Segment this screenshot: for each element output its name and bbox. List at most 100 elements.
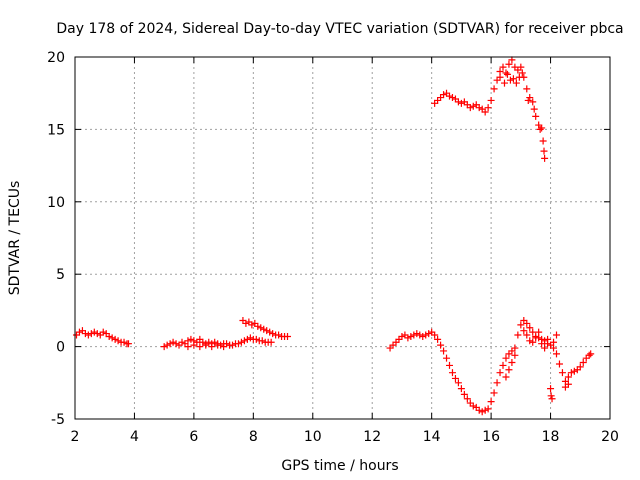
plot-frame [74,56,611,420]
data-point [437,341,445,349]
data-point [506,76,514,84]
data-point [469,102,477,110]
data-point [404,334,412,342]
x-tick-label: 14 [423,429,441,445]
data-point [512,79,520,87]
data-point [536,125,544,133]
data-point [266,328,274,336]
data-point [226,341,234,349]
data-point [538,124,546,132]
data-point [523,85,531,93]
data-point [166,340,174,348]
data-point [567,369,575,377]
data-point [178,338,186,346]
data-point [511,351,519,359]
data-point [517,63,525,71]
data-point [508,56,516,64]
data-point [523,319,531,327]
data-point [454,379,462,387]
data-point [487,96,495,104]
y-tick-label: -5 [51,412,65,428]
data-point [496,73,504,81]
x-tick-label: 18 [542,429,560,445]
x-tick-label: 10 [304,429,322,445]
data-point [457,99,465,107]
y-tick-label: 15 [47,122,65,138]
data-point [163,341,171,349]
data-point [172,340,180,348]
data-point [487,398,495,406]
data-point [434,335,442,343]
data-point [502,373,510,381]
data-point [419,332,427,340]
y-tick-label: 5 [56,267,65,283]
data-point [541,154,549,162]
x-tick-label: 2 [71,429,80,445]
data-point [410,331,418,339]
data-point [242,319,250,327]
data-point [269,330,277,338]
data-point [208,343,216,351]
data-point [422,331,430,339]
data-point [526,337,534,345]
data-point [530,105,538,113]
data-point [463,395,471,403]
data-point [451,374,459,382]
chart-title: Day 178 of 2024, Sidereal Day-to-day VTE… [56,21,623,37]
data-point [190,341,198,349]
y-tick-label: 10 [47,195,65,211]
data-point [257,324,265,332]
data-point [493,379,501,387]
data-point [475,104,483,112]
data-point [523,331,531,339]
data-point [81,330,89,338]
x-tick-label: 6 [189,429,198,445]
data-point [503,70,511,78]
data-point [585,351,593,359]
data-point [481,108,489,116]
data-point [440,91,448,99]
data-point [540,147,548,155]
data-point [246,334,254,342]
data-point [481,406,489,414]
data-point [105,332,113,340]
data-point [234,340,242,348]
y-axis-label: SDTVAR / TECUs [7,181,23,296]
data-point [446,361,453,369]
x-tick-label: 12 [363,429,381,445]
data-point [499,361,507,369]
data-point [587,350,595,358]
data-point [564,380,572,388]
data-point [529,338,537,346]
data-point [413,330,421,338]
x-tick-label: 8 [249,429,258,445]
data-point [517,321,525,329]
data-point [448,94,456,102]
x-tick-label: 16 [482,429,500,445]
data-point [237,338,245,346]
data-point [248,321,256,329]
data-point [275,331,283,339]
data-point [490,85,498,93]
data-point [520,327,528,335]
data-point [553,350,560,358]
data-point [484,405,492,413]
data-point [243,335,251,343]
data-point [576,363,584,371]
data-point [260,325,268,333]
x-tick-label: 20 [601,429,619,445]
data-point [538,340,546,348]
data-point [558,369,566,377]
data-point [448,369,456,377]
data-point [398,332,406,340]
x-tick-label: 4 [130,429,139,445]
data-point [509,75,517,83]
data-point [579,359,587,367]
data-point [500,79,508,87]
data-point [502,354,510,362]
data-point [425,330,433,338]
data-point [75,328,83,336]
data-point [555,360,563,368]
y-tick-label: 0 [56,340,65,356]
data-point [99,328,107,336]
